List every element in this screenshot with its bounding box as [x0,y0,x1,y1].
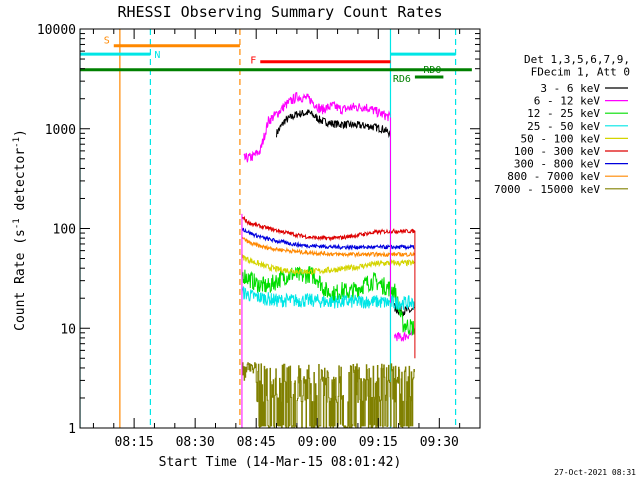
flag-label: N [154,50,160,61]
legend-header: FDecim 1, Att 0 [531,66,630,79]
legend-label: 100 - 300 keV [514,145,600,158]
y-tick-label: 10000 [37,23,76,38]
chart-title: RHESSI Observing Summary Count Rates [117,3,442,21]
x-tick-label: 09:30 [420,435,459,450]
legend: Det 1,3,5,6,7,9,FDecim 1, Att 0 3 - 6 keV… [494,53,630,196]
series-line [394,303,415,317]
flag-bars: S N F RD0 RD6 [80,36,472,85]
y-axis-label-mid: detector [13,148,28,219]
legend-label: 3 - 6 keV [540,82,600,95]
legend-label: 800 - 7000 keV [507,170,600,183]
y-axis-label-sup2: -1 [12,137,22,148]
series-line [243,92,391,163]
y-axis-label-end: ) [13,129,28,137]
legend-label: 12 - 25 keV [527,107,600,120]
series-line-7000 [242,362,415,428]
series-lines [241,92,416,428]
y-axis-label-sup: -1 [12,218,22,229]
legend-label: 25 - 50 keV [527,120,600,133]
y-tick-label: 10 [60,322,76,337]
x-tick-label: 09:15 [359,435,398,450]
legend-label: 300 - 800 keV [514,158,600,171]
y-tick-label: 1000 [45,123,76,138]
legend-header: Det 1,3,5,6,7,9, [524,53,630,66]
timestamp: 27-Oct-2021 08:31 [554,468,636,477]
y-axis-label-main: Count Rate (s [13,229,28,331]
plot-frame [79,28,481,429]
series-line [241,266,415,336]
y-tick-label: 1 [68,422,76,437]
x-axis-ticks: 08:15 08:30 08:45 09:00 09:15 09:30 [92,29,461,450]
x-tick-label: 08:30 [176,435,215,450]
y-axis-ticks: 1 10 100 1000 10000 [37,23,480,437]
rd6-label: RD6 [393,74,411,85]
series-line [241,215,415,242]
legend-label: 6 - 12 keV [534,95,601,108]
series-line [276,109,391,139]
series-line [241,286,415,310]
x-axis-label: Start Time (14-Mar-15 08:01:42) [159,455,402,470]
series-line [241,236,415,259]
flag-label: F [250,56,256,67]
series-line [241,227,415,251]
flag-label: S [104,36,110,47]
x-tick-label: 08:45 [237,435,276,450]
x-tick-label: 08:15 [115,435,154,450]
legend-label: 50 - 100 keV [521,132,601,145]
legend-label: 7000 - 15000 keV [494,183,600,196]
series-line [394,327,415,342]
y-tick-label: 100 [53,223,76,238]
series-line [241,254,415,276]
x-tick-label: 09:00 [298,435,337,450]
flag-label: RD0 [423,65,441,76]
y-axis-label: Count Rate (s-1 detector-1) [12,129,28,331]
